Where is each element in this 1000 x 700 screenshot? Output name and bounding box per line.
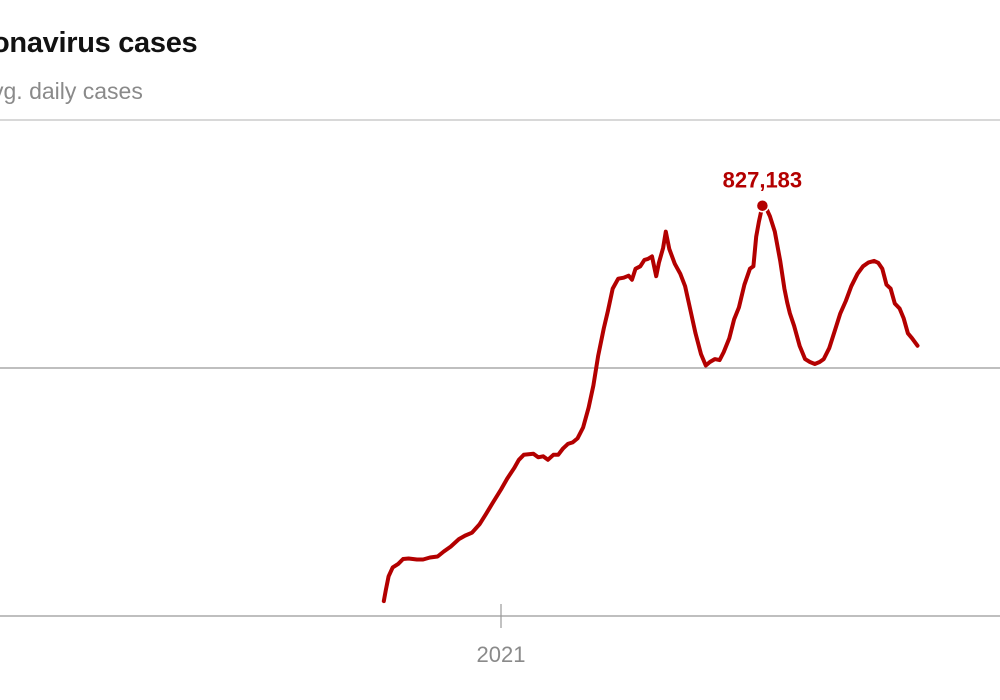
peak-label: 827,183 [723, 168, 803, 193]
chart-title: onavirus cases [0, 27, 198, 59]
x-tick-label-2021: 2021 [477, 642, 526, 667]
series-line [381, 203, 920, 604]
peak-point [755, 198, 770, 213]
chart-subtitle: vg. daily cases [0, 78, 143, 104]
